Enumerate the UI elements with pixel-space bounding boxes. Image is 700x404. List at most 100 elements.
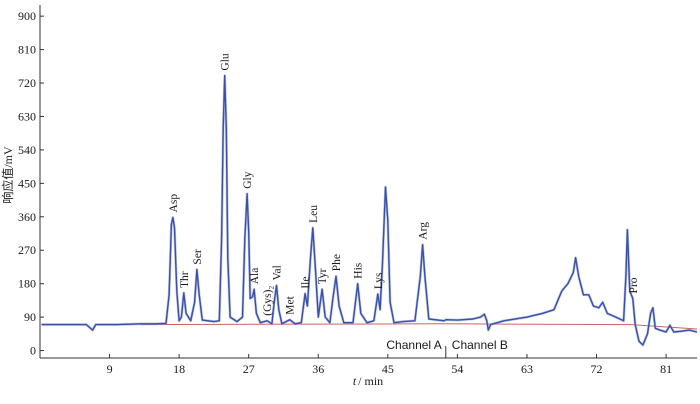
peak-apex-point (321, 288, 323, 290)
peak (422, 244, 424, 246)
peak-apex-point (377, 293, 379, 295)
peak-apex-point (335, 275, 337, 277)
peak (312, 227, 314, 229)
y-tick-label: 630 (18, 109, 36, 123)
peak (626, 229, 629, 231)
peak-label: Lys (373, 272, 385, 289)
y-tick-label: 90 (24, 310, 36, 324)
peak-label: Gly (242, 171, 254, 189)
peak (335, 275, 337, 277)
peak-apex-point (384, 186, 387, 188)
peak (183, 292, 185, 294)
peak (377, 293, 379, 295)
peak (253, 288, 255, 290)
peak-apex-point (688, 329, 690, 331)
peak-apex-point (312, 227, 314, 229)
peak-label: Asp (168, 194, 180, 213)
axes (39, 5, 697, 359)
peak-label: (Gys)₂ (262, 286, 274, 316)
y-tick-label: 450 (18, 176, 36, 190)
peak-label: Arg (418, 222, 430, 240)
peak-apex-point (196, 269, 198, 271)
y-tick-label: 270 (18, 243, 36, 257)
integration-baseline (140, 323, 698, 330)
x-tick-label: 63 (521, 362, 533, 376)
peak (321, 288, 323, 290)
peak-apex-point (304, 293, 306, 295)
x-tick-label: 81 (660, 362, 672, 376)
peak (688, 329, 690, 331)
channel-a-label: Channel A (386, 338, 441, 352)
peak-apex-point (289, 319, 291, 321)
peak (289, 319, 291, 321)
channel-b-label: Channel B (452, 338, 508, 352)
peak-apex-point (483, 313, 485, 315)
peak-apex-point (626, 229, 629, 231)
peak-apex-point (246, 193, 248, 195)
peak (246, 193, 248, 195)
peak (384, 186, 387, 188)
peak (483, 313, 485, 315)
x-tick-label: 72 (591, 362, 603, 376)
peak (196, 269, 198, 271)
peak-label: Glu (220, 53, 232, 71)
x-tick-label: 45 (382, 362, 394, 376)
x-tick-label: 9 (107, 362, 113, 376)
peak-label: Ala (249, 268, 261, 285)
peak (669, 324, 671, 326)
peak (575, 257, 577, 259)
peak-apex-point (602, 301, 604, 303)
peak-apex-point (172, 216, 174, 219)
x-axis-title: t / min (353, 374, 383, 388)
y-tick-label: 180 (18, 277, 36, 291)
peak-apex-point (224, 75, 226, 77)
peak-apex-point (422, 244, 424, 246)
peak-label: Ser (192, 249, 204, 265)
peak (357, 283, 359, 285)
y-tick-label: 720 (18, 76, 36, 90)
y-tick-label: 360 (18, 210, 36, 224)
peak-apex-point (357, 283, 359, 285)
peak-label: His (353, 262, 365, 279)
x-axis-title-italic: t (353, 374, 357, 388)
channel-divider-layer: Channel A Channel B (386, 338, 508, 358)
trace-halo (41, 74, 698, 347)
x-tick-label: 18 (173, 362, 185, 376)
peak-apex-point (652, 307, 654, 309)
peak-label: Pro (628, 277, 640, 293)
peak (602, 301, 604, 303)
peak-label: Leu (308, 205, 320, 223)
baseline-layer (140, 323, 698, 330)
x-tick-label: 36 (312, 362, 324, 376)
peak-label: Thr (179, 271, 191, 288)
peak-apex-point (669, 324, 671, 326)
peak (652, 307, 654, 309)
chromatogram-trace (41, 74, 698, 346)
y-tick-label: 0 (30, 344, 36, 358)
peak (304, 293, 306, 295)
trace-layer (41, 74, 698, 347)
y-axis-title: 响应值/mV (0, 146, 15, 204)
peak (266, 320, 268, 322)
peak-apex-point (275, 284, 278, 287)
peak-labels-layer: AspThrSerGluGlyAla(Gys)₂ValMetIleLeuTyrP… (168, 53, 640, 316)
peak (632, 297, 634, 300)
y-tick-label: 900 (18, 9, 36, 23)
tick-labels-layer: 0 90 180 270 360 450 540 630 720 810 900 9 18 27 36 45 5… (18, 9, 672, 376)
x-axis-title-unit: / min (358, 374, 383, 388)
peak-apex-point (253, 288, 255, 290)
y-tick-label: 540 (18, 143, 36, 157)
peak-apex-point (266, 320, 268, 322)
x-tick-label: 27 (243, 362, 255, 376)
peak (172, 216, 174, 219)
x-tick-label: 54 (451, 362, 463, 376)
peak-apex-point (632, 297, 634, 300)
peak (224, 75, 226, 77)
peak (275, 284, 278, 287)
peak-apex-point (575, 257, 577, 259)
peak-label: Val (272, 265, 284, 280)
peak-apex-point (183, 292, 185, 294)
peak-label: Ile (300, 277, 312, 289)
peak-label: Tyr (317, 268, 329, 284)
peak-label: Phe (331, 254, 343, 271)
